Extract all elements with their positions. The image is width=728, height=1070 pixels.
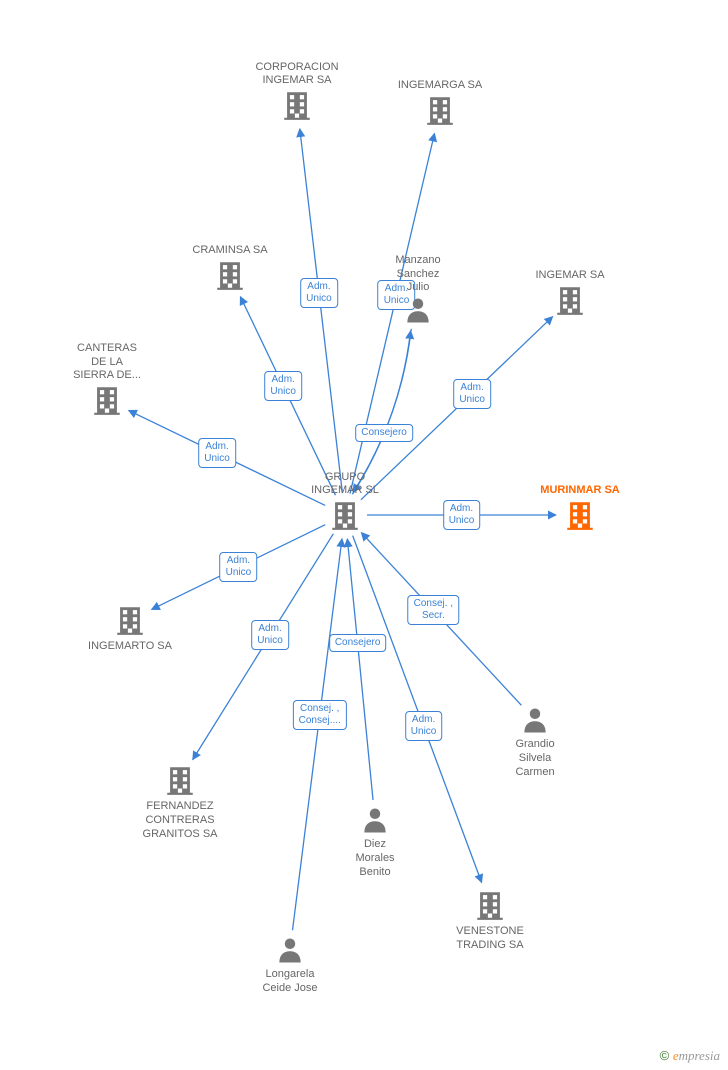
edge [361, 317, 553, 500]
node-label: Diez Morales Benito [355, 838, 394, 879]
node-manzano[interactable]: Manzano Sanchez Julio [395, 254, 440, 328]
node-label: Manzano Sanchez Julio [395, 254, 440, 295]
node-corporacion[interactable]: CORPORACION INGEMAR SA [255, 61, 338, 126]
edge [353, 329, 411, 493]
node-label: Grandio Silvela Carmen [515, 738, 554, 779]
node-grupo[interactable]: GRUPO INGEMAR SL [311, 471, 379, 536]
node-label: GRUPO INGEMAR SL [311, 471, 379, 499]
edge [240, 297, 335, 496]
edge [152, 525, 326, 610]
brand-rest: mpresia [679, 1048, 720, 1063]
copyright-symbol: © [660, 1048, 670, 1063]
node-ingemarto[interactable]: INGEMARTO SA [88, 603, 172, 654]
node-canteras[interactable]: CANTERAS DE LA SIERRA DE... [73, 342, 141, 420]
node-label: INGEMAR SA [535, 269, 604, 283]
node-label: INGEMARTO SA [88, 640, 172, 654]
node-label: FERNANDEZ CONTRERAS GRANITOS SA [143, 800, 218, 841]
node-grandio[interactable]: Grandio Silvela Carmen [515, 705, 554, 779]
edge [300, 129, 343, 493]
node-label: CRAMINSA SA [192, 244, 267, 258]
network-svg [0, 0, 728, 1070]
node-venestone[interactable]: VENESTONE TRADING SA [456, 888, 524, 953]
node-label: CANTERAS DE LA SIERRA DE... [73, 342, 141, 383]
node-longarela[interactable]: Longarela Ceide Jose [262, 935, 317, 996]
node-label: MURINMAR SA [540, 484, 619, 498]
edge [361, 533, 521, 706]
node-murinmar[interactable]: MURINMAR SA [540, 484, 619, 535]
node-label: VENESTONE TRADING SA [456, 925, 524, 953]
edge [347, 539, 373, 800]
node-label: INGEMARGA SA [398, 79, 482, 93]
node-ingemar_sa[interactable]: INGEMAR SA [535, 269, 604, 320]
node-label: Longarela Ceide Jose [262, 968, 317, 996]
node-label: CORPORACION INGEMAR SA [255, 61, 338, 89]
watermark: © empresia [660, 1048, 720, 1064]
node-fernandez[interactable]: FERNANDEZ CONTRERAS GRANITOS SA [143, 763, 218, 841]
edge [193, 534, 334, 760]
edge [129, 410, 326, 505]
edge [293, 539, 342, 930]
node-ingemarga[interactable]: INGEMARGA SA [398, 79, 482, 130]
node-diez[interactable]: Diez Morales Benito [355, 805, 394, 879]
node-craminsa[interactable]: CRAMINSA SA [192, 244, 267, 295]
